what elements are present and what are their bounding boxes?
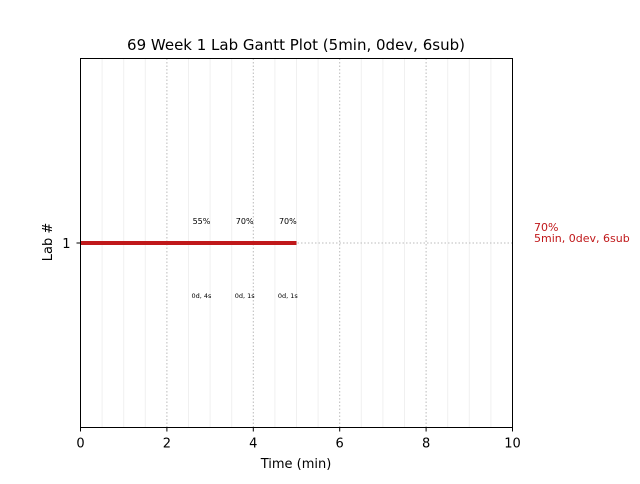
x-axis-label: Time (min) [260, 457, 332, 472]
x-tick-label: 10 [504, 437, 521, 452]
bottom-annotation: 0d, 1s [235, 292, 256, 300]
side-label-percent: 70% [534, 221, 558, 234]
x-tick-label: 4 [249, 437, 257, 452]
top-annotation: 70% [279, 217, 297, 226]
y-tick-label: 1 [62, 237, 70, 252]
x-tick-label: 2 [163, 437, 171, 452]
y-axis-label: Lab # [41, 223, 56, 262]
chart-title: 69 Week 1 Lab Gantt Plot (5min, 0dev, 6s… [127, 36, 465, 54]
x-tick-label: 6 [336, 437, 344, 452]
x-tick-label: 8 [422, 437, 430, 452]
top-annotation: 70% [236, 217, 254, 226]
bottom-annotation: 0d, 4s [191, 292, 212, 300]
top-annotation: 55% [193, 217, 211, 226]
bottom-annotation: 0d, 1s [278, 292, 299, 300]
side-label-summary: 5min, 0dev, 6sub [534, 232, 630, 245]
x-tick-label: 0 [76, 437, 84, 452]
